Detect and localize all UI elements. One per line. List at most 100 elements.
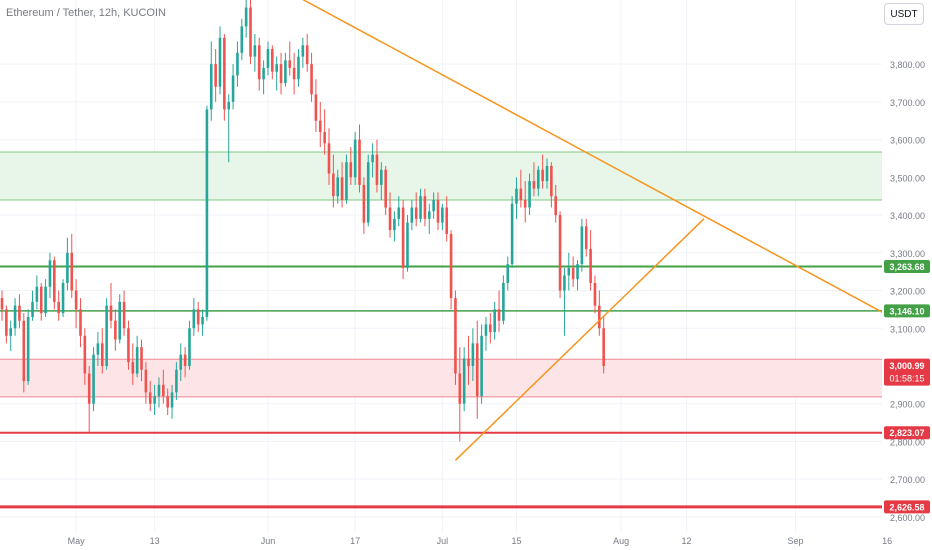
candle-body (493, 309, 496, 333)
candle-body (135, 347, 139, 374)
candle (83, 328, 87, 385)
candle-body (105, 305, 108, 366)
candle (284, 52, 287, 87)
candle-body (205, 109, 209, 317)
candle-body (140, 347, 143, 370)
candle-body (523, 199, 527, 208)
candle (432, 192, 435, 219)
candle-body (497, 309, 501, 321)
candle-body (266, 49, 270, 68)
candle-body (231, 75, 235, 102)
candle-body (366, 162, 370, 223)
candle-body (432, 199, 435, 212)
price-tick-label: 2,900.00 (890, 400, 925, 410)
candle (31, 290, 34, 321)
candle (231, 64, 235, 110)
time-tick-label: Jul (437, 536, 449, 546)
candle (53, 256, 56, 310)
candle-body (61, 282, 65, 314)
candle-body (345, 162, 348, 200)
candle-body (550, 166, 553, 197)
candle (162, 369, 165, 404)
price-tick-label: 3,200.00 (890, 287, 925, 297)
candle-body (314, 94, 318, 121)
candle (532, 162, 536, 197)
candle-body (462, 358, 466, 404)
candle-body (74, 290, 78, 310)
candle-body (489, 324, 492, 333)
candle (61, 279, 65, 317)
candle-body (153, 396, 156, 404)
candle (305, 33, 309, 72)
candle-body (122, 301, 126, 329)
candle (266, 41, 270, 76)
candle-body (209, 64, 213, 110)
trend-layer (302, 0, 918, 461)
candle-body (22, 320, 26, 382)
current-price-label: 3,000.99 01:58:15 (884, 358, 930, 386)
candle-body (318, 120, 322, 133)
candle (493, 301, 496, 340)
candle-body (467, 358, 470, 366)
chart-title: Ethereum / Tether, 12h, KUCOIN (6, 7, 166, 19)
candle (388, 192, 392, 238)
candle-body (384, 169, 387, 208)
candle-body (441, 207, 444, 223)
candle-body (100, 343, 104, 366)
candle (214, 49, 217, 102)
candle (122, 290, 126, 336)
candle (157, 377, 161, 408)
candle-body (388, 207, 392, 231)
price-axis[interactable]: 3,800.00 3,700.00 3,600.00 3,500.00 3,400.00… (882, 0, 932, 550)
candle-body (279, 64, 283, 84)
candle-body (301, 45, 305, 57)
candle-body (576, 264, 579, 280)
candle-body (327, 143, 331, 174)
ascending-trendline (454, 218, 705, 461)
candle-body (458, 373, 462, 404)
candle (423, 188, 427, 227)
candle-body (410, 207, 414, 223)
candle-body (292, 67, 296, 80)
price-tick-label: 2,700.00 (890, 475, 925, 485)
candle-body (288, 60, 292, 68)
time-axis[interactable]: May 13 Jun 17 Jul 15 Aug 12 Sep 16 (0, 532, 892, 550)
candle-body (567, 267, 571, 276)
candle (502, 275, 505, 325)
candle (140, 339, 143, 382)
candle (427, 203, 431, 234)
candle-body (39, 286, 43, 314)
candle (144, 362, 148, 404)
time-tick-label: May (68, 536, 86, 546)
candle (135, 335, 139, 378)
candle (327, 128, 331, 185)
candle (39, 282, 43, 321)
candle (445, 196, 449, 242)
candle (602, 316, 605, 374)
candle-body (502, 282, 505, 321)
candle-body (358, 139, 361, 185)
candle (13, 298, 17, 336)
candle (192, 298, 196, 336)
candle (166, 388, 169, 416)
candle-body (249, 7, 252, 57)
currency-button[interactable]: USDT (884, 3, 924, 25)
candle-body (157, 384, 161, 397)
level-2626-label-bg (884, 500, 930, 514)
candle-body (96, 343, 100, 355)
candle (48, 252, 52, 299)
price-tick-label: 3,700.00 (890, 98, 925, 108)
candle (257, 37, 261, 91)
candle (458, 347, 462, 442)
candle-body (114, 320, 117, 340)
candle (170, 384, 174, 419)
candle-body (545, 166, 549, 182)
candle (227, 94, 231, 163)
level-3146-label-bg (884, 304, 930, 318)
candle-body (475, 343, 479, 397)
candle (441, 203, 444, 231)
candle (497, 290, 501, 333)
level-3263-label: 3,263.68 (884, 259, 930, 273)
